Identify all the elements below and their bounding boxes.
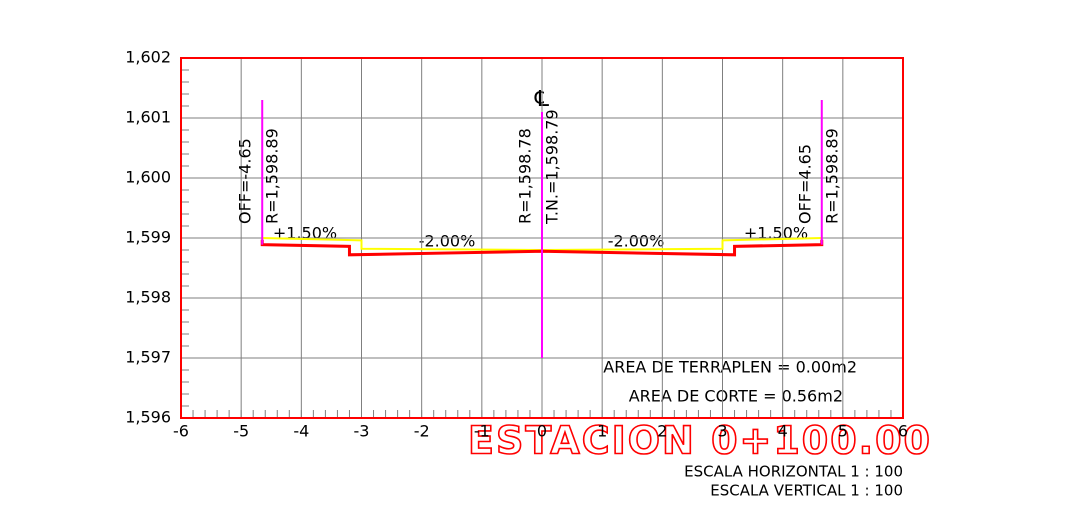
offset-label: R=1,598.89	[822, 128, 841, 224]
plot-frame	[180, 57, 904, 419]
x-tick-label: 3	[717, 422, 727, 441]
x-tick-label: 0	[537, 422, 547, 441]
scale-label: ESCALA VERTICAL 1 : 100	[710, 482, 903, 500]
y-tick-label: 1,599	[125, 228, 171, 247]
x-tick-label: -5	[233, 422, 249, 441]
offset-label: T.N.=1,598.79	[543, 109, 562, 225]
offset-label: R=1,598.78	[516, 128, 535, 224]
chart-title: ESTACION 0+100.00	[468, 419, 932, 463]
offset-label: OFF=4.65	[795, 144, 814, 224]
x-tick-label: 4	[778, 422, 788, 441]
slope-label: -2.00%	[419, 232, 476, 251]
x-tick-label: 2	[657, 422, 667, 441]
x-tick-label: -3	[354, 422, 370, 441]
x-tick-label: -2	[414, 422, 430, 441]
x-tick-label: 6	[898, 422, 908, 441]
x-tick-label: -1	[474, 422, 490, 441]
x-tick-label: 1	[597, 422, 607, 441]
area-label: AREA DE CORTE = 0.56m2	[629, 387, 843, 406]
offset-label: OFF=-4.65	[236, 138, 255, 224]
x-tick-label: 5	[838, 422, 848, 441]
x-tick-label: -6	[173, 422, 189, 441]
offset-label: R=1,598.89	[263, 128, 282, 224]
y-tick-label: 1,597	[125, 348, 171, 367]
y-tick-label: 1,596	[125, 408, 171, 427]
x-tick-label: -4	[293, 422, 309, 441]
scale-label: ESCALA HORIZONTAL 1 : 100	[684, 463, 903, 481]
y-tick-label: 1,600	[125, 168, 171, 187]
area-label: AREA DE TERRAPLEN = 0.00m2	[603, 358, 857, 377]
slope-label: -2.00%	[608, 232, 665, 251]
y-tick-label: 1,602	[125, 48, 171, 67]
y-tick-label: 1,601	[125, 108, 171, 127]
y-tick-label: 1,598	[125, 288, 171, 307]
